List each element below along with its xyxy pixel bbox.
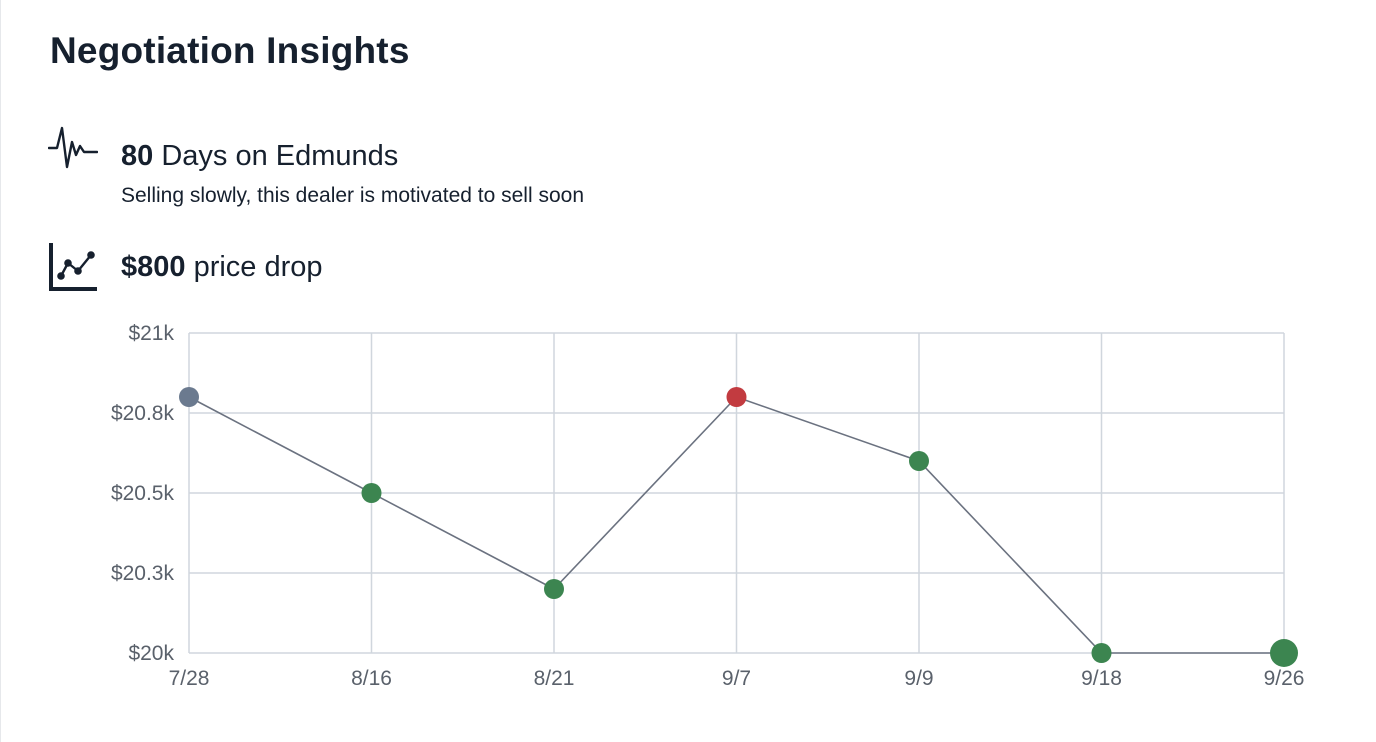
price-point [179,387,199,407]
x-tick-label: 9/26 [1264,667,1305,690]
days-on-market-note: Selling slowly, this dealer is motivated… [121,184,584,207]
price-point [361,483,382,503]
x-tick-label: 7/28 [169,667,210,690]
days-on-market-value: 80 [121,140,154,172]
y-tick-label: $20.5k [111,482,175,505]
price-history-chart: $20k $20.3k $20.5k $20.8k $21k 7/28 8/16 8/21 9/… [111,322,1305,690]
activity-pulse-icon [48,126,98,169]
panel-left-border [0,0,1,742]
x-tick-label: 9/9 [904,667,933,690]
price-drop-label: price drop [193,251,323,283]
x-tick-label: 8/21 [534,667,575,690]
y-tick-label: $20.8k [111,402,175,425]
page-title: Negotiation Insights [50,30,410,71]
days-on-market-label: Days on Edmunds [161,140,399,172]
y-tick-label: $20.3k [111,562,175,585]
days-on-market-headline: 80 Days on Edmunds [121,140,398,173]
line-chart-icon [49,243,97,291]
x-tick-label: 9/7 [722,667,751,690]
price-point [909,451,929,471]
price-point [1270,639,1298,667]
price-drop-value: $800 [121,251,186,283]
y-tick-label: $21k [128,322,174,345]
x-tick-label: 8/16 [351,667,392,690]
price-point [544,579,564,599]
price-drop-headline: $800 price drop [121,251,323,284]
y-tick-label: $20k [128,642,174,665]
x-tick-label: 9/18 [1081,667,1122,690]
price-point [726,387,747,407]
price-point [1091,643,1112,663]
